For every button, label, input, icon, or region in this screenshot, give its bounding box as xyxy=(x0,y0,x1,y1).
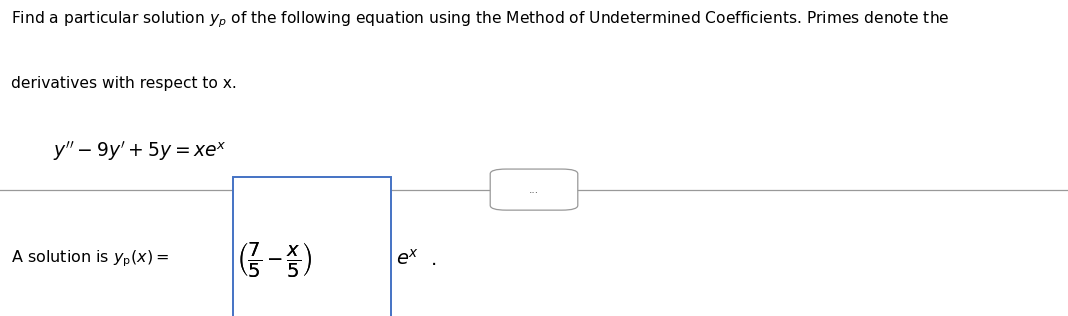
Text: $e^{x}$: $e^{x}$ xyxy=(396,249,420,269)
Text: A solution is $y_{\mathrm{p}}(x) =$: A solution is $y_{\mathrm{p}}(x) =$ xyxy=(11,249,169,270)
Text: $\left(\dfrac{7}{5} - \dfrac{x}{5}\right)$: $\left(\dfrac{7}{5} - \dfrac{x}{5}\right… xyxy=(237,240,312,279)
Text: derivatives with respect to x.: derivatives with respect to x. xyxy=(11,76,236,91)
Text: ...: ... xyxy=(529,185,539,195)
Text: .: . xyxy=(430,250,437,269)
Text: $\left(\dfrac{7}{5} - \dfrac{x}{5}\right)$: $\left(\dfrac{7}{5} - \dfrac{x}{5}\right… xyxy=(237,240,312,279)
Text: Find a particular solution $y_p$ of the following equation using the Method of U: Find a particular solution $y_p$ of the … xyxy=(11,9,949,30)
Text: $y'' - 9y' + 5y = xe^x$: $y'' - 9y' + 5y = xe^x$ xyxy=(53,139,227,163)
FancyBboxPatch shape xyxy=(233,177,391,316)
FancyBboxPatch shape xyxy=(490,169,578,210)
